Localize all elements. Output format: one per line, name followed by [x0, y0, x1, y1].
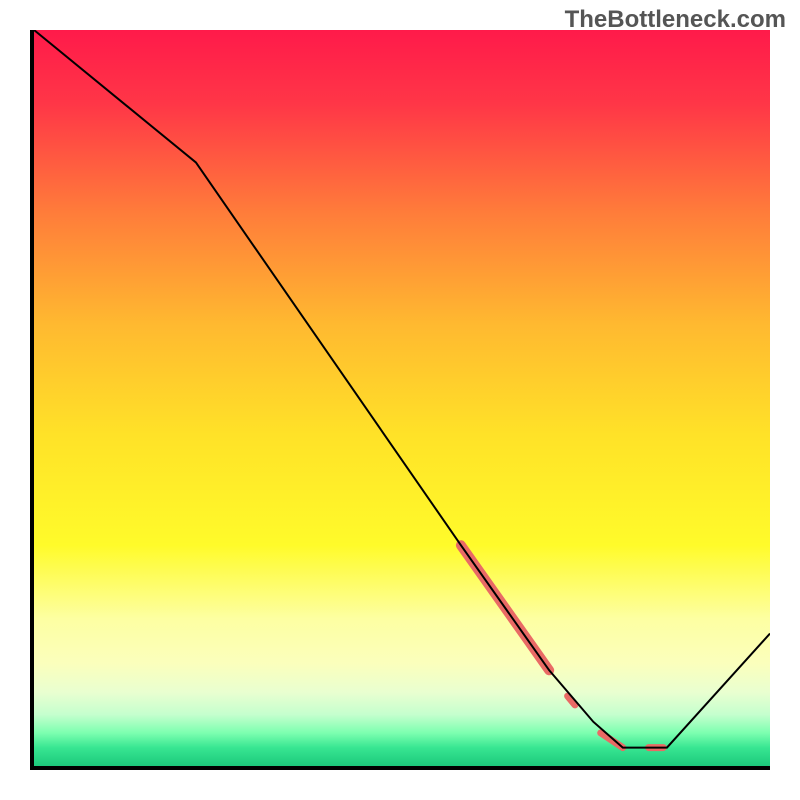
highlight-segments	[461, 545, 663, 747]
watermark-text: TheBottleneck.com	[565, 6, 786, 34]
plot-area	[30, 30, 770, 770]
main-curve	[34, 30, 770, 748]
chart-container: TheBottleneck.com	[0, 0, 800, 800]
line-layer	[34, 30, 770, 766]
